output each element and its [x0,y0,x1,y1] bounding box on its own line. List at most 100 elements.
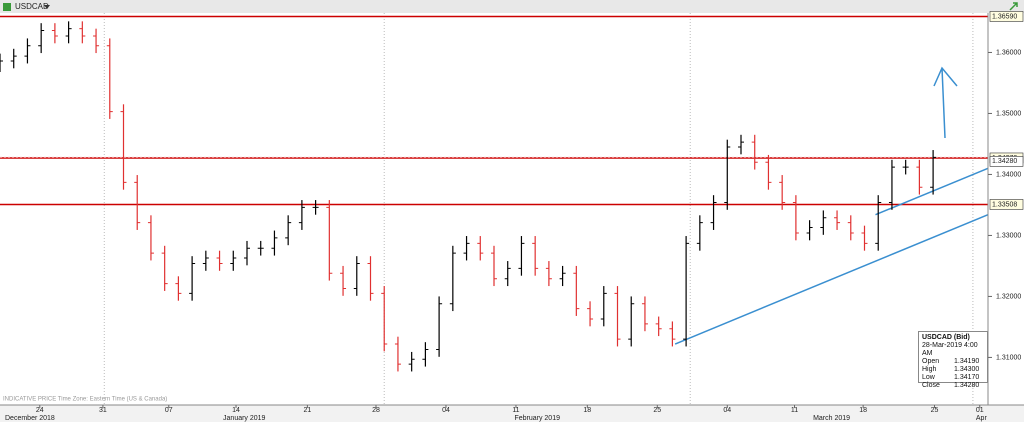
x-tick-label: 21 [303,407,311,414]
trendline [674,214,989,345]
ohlc-bar [422,342,429,367]
x-tick-label: 04 [442,407,450,414]
x-tick-label: 31 [99,407,107,414]
x-tick-label: 07 [165,407,173,414]
ohlc-bar [902,159,909,175]
ohlc-bar [847,215,854,241]
info-value: 1.34190 [954,358,980,365]
x-tick-label: 25 [653,407,661,414]
ohlc-bar [38,23,45,54]
info-row: Low 1.34170 [922,374,984,382]
ohlc-bar [134,175,141,230]
ohlc-bar [394,336,401,372]
footer-note: INDICATIVE PRICE Time Zone: Eastern Time… [3,397,167,403]
ohlc-bar [820,210,827,235]
y-tick-label: 1.34000 [996,171,1021,178]
ohlc-bar [477,236,484,261]
last-price-box [989,156,1024,167]
ohlc-bar [161,245,168,291]
ohlc-bar [189,256,196,301]
level-label: 1.33508 [992,201,1017,208]
x-tick-label: 11 [791,407,798,414]
ohlc-bar [875,195,882,251]
info-row: High 1.34300 [922,366,984,374]
ohlc-bar [532,236,539,276]
x-tick-label: 28 [372,407,380,414]
ohlc-bar [779,175,786,210]
ohlc-bar [518,236,525,276]
ohlc-bar [147,215,154,261]
up-arrow-annotation [933,66,958,139]
ohlc-bar [641,296,648,332]
ohlc-bar [792,195,799,241]
y-tick-label: 1.35000 [996,110,1021,117]
ohlc-bar [751,134,758,170]
y-tick-label: 1.33000 [996,232,1021,239]
ohlc-bar [696,215,703,251]
ohlc-bar [298,200,305,230]
ohlc-bar [202,250,209,271]
x-tick-label: 04 [723,407,731,414]
info-label: Low [922,374,935,381]
trend-icon[interactable] [1009,2,1018,11]
level-label: 1.36590 [992,13,1017,20]
x-tick-label: 25 [931,407,939,414]
ohlc-bar [916,159,923,195]
ohlc-bar [573,265,580,316]
ohlc-bar [0,53,3,72]
symbol-title[interactable]: USDCAD [15,2,49,11]
ohlc-bar [51,23,58,44]
ohlc-bar [10,48,17,69]
ohlc-bar [326,200,333,281]
ohlc-bar [449,245,456,312]
info-box: USDCAD (Bid) 28-Mar-2019 4:00 AM Open 1.3… [918,331,988,389]
trendline [875,167,989,216]
ohlc-bar [724,139,731,210]
ohlc-bar [106,38,113,119]
ohlc-bar [216,250,223,271]
month-label: Apr [976,415,988,422]
ohlc-bar [408,351,415,372]
ohlc-bar [834,210,841,230]
x-axis-band [0,405,1024,422]
info-row: Open 1.34190 [922,358,984,366]
level-label-box [989,11,1024,22]
info-value: 1.34170 [954,374,980,381]
dropdown-arrow[interactable] [44,5,50,9]
x-tick-label: 18 [583,407,591,414]
ohlc-bar [587,301,594,327]
info-label: Open [922,358,940,365]
ohlc-bar [340,265,347,296]
ohlc-bar [381,286,388,352]
ohlc-bar [24,38,31,64]
ohlc-bar [353,256,360,296]
ohlc-bar [463,236,470,261]
ohlc-bar [600,286,607,327]
ohlc-bar [65,21,72,44]
info-value: 1.34300 [954,366,980,373]
info-date: 28-Mar-2019 4:00 AM [922,342,978,357]
info-label: Close [922,382,940,389]
info-value: 1.34280 [954,382,980,389]
x-tick-label: 11 [512,407,519,414]
ohlc-bar [861,225,868,251]
ohlc-bar [628,296,635,347]
last-price-label: 1.34280 [992,158,1017,165]
x-tick-label: 18 [859,407,867,414]
ohlc-bar [765,154,772,190]
ohlc-bar [738,134,744,155]
x-tick-label: 01 [976,407,984,414]
ohlc-bar [504,261,511,287]
info-rows: Open 1.34190 High 1.34300 Low 1.34170 Close 1.3… [922,358,984,390]
ohlc-bar [888,159,895,210]
ohlc-bar [312,200,319,215]
ohlc-bar [285,215,292,246]
ohlc-bar [559,265,566,287]
y-tick-label: 1.36000 [996,49,1021,56]
ohlc-bar [710,195,717,230]
ohlc-bar [806,220,813,241]
ohlc-bar [436,296,443,357]
